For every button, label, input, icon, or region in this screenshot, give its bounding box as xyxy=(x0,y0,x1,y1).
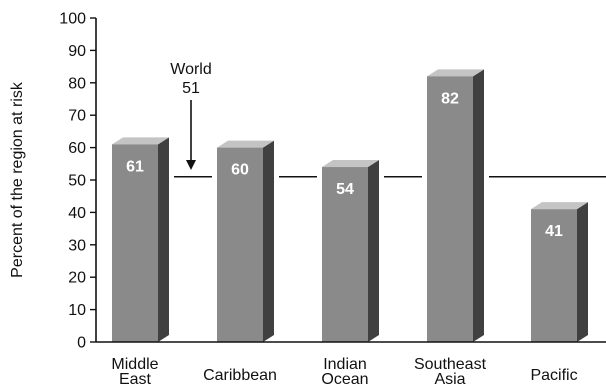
reference-line-value: 51 xyxy=(182,80,200,97)
y-tick-label: 80 xyxy=(68,75,86,92)
bar-side xyxy=(368,160,379,342)
x-category-label: Indian xyxy=(323,356,367,373)
bar-value-label: 41 xyxy=(545,223,563,240)
bar-value-label: 54 xyxy=(336,181,354,198)
bar-front xyxy=(322,167,368,342)
x-category-label: Middle xyxy=(111,356,158,373)
bar-top xyxy=(217,140,274,148)
y-tick-label: 90 xyxy=(68,43,86,60)
y-tick-label: 60 xyxy=(68,140,86,157)
bar-side xyxy=(473,69,484,342)
x-category-label: Asia xyxy=(434,371,465,386)
bar-side xyxy=(577,202,588,342)
bar-top xyxy=(322,160,379,168)
bar-front xyxy=(217,147,263,342)
bar-front xyxy=(427,76,473,342)
x-category-label: Ocean xyxy=(321,371,368,386)
bar-top xyxy=(427,69,484,77)
y-tick-label: 10 xyxy=(68,302,86,319)
bar: 82 xyxy=(427,69,484,342)
bar-front xyxy=(531,209,577,342)
y-tick-label: 20 xyxy=(68,270,86,287)
bar-value-label: 60 xyxy=(231,162,249,179)
bar: 61 xyxy=(112,137,169,342)
y-tick-label: 40 xyxy=(68,205,86,222)
bar-front xyxy=(112,144,158,342)
y-tick-label: 0 xyxy=(77,335,86,352)
y-axis-label: Percent of the region at risk xyxy=(9,81,26,278)
y-tick-label: 100 xyxy=(59,11,86,28)
y-tick-label: 70 xyxy=(68,108,86,125)
bars-group: 61 60 54 82 41 xyxy=(96,69,606,343)
bar-side xyxy=(263,140,274,342)
x-category-label: Caribbean xyxy=(203,367,277,384)
bar: 41 xyxy=(531,202,588,342)
y-tick-label: 30 xyxy=(68,237,86,254)
bar: 60 xyxy=(217,140,274,342)
x-category-label: Pacific xyxy=(530,367,577,384)
y-axis: 0 10 20 30 40 50 60 70 80 90 100 xyxy=(59,11,97,352)
y-tick-label: 50 xyxy=(68,173,86,190)
bar: 54 xyxy=(322,160,379,342)
x-category-label: East xyxy=(119,371,152,386)
bar-side xyxy=(158,137,169,342)
arrow-down-icon xyxy=(186,160,196,170)
bar-value-label: 82 xyxy=(441,90,459,107)
bar-top xyxy=(531,202,588,210)
bar-value-label: 61 xyxy=(126,158,144,175)
x-category-label: Southeast xyxy=(414,356,487,373)
bar-top xyxy=(112,137,169,145)
reference-annotation: World 51 xyxy=(170,61,212,170)
reference-line-label: World xyxy=(170,61,212,78)
